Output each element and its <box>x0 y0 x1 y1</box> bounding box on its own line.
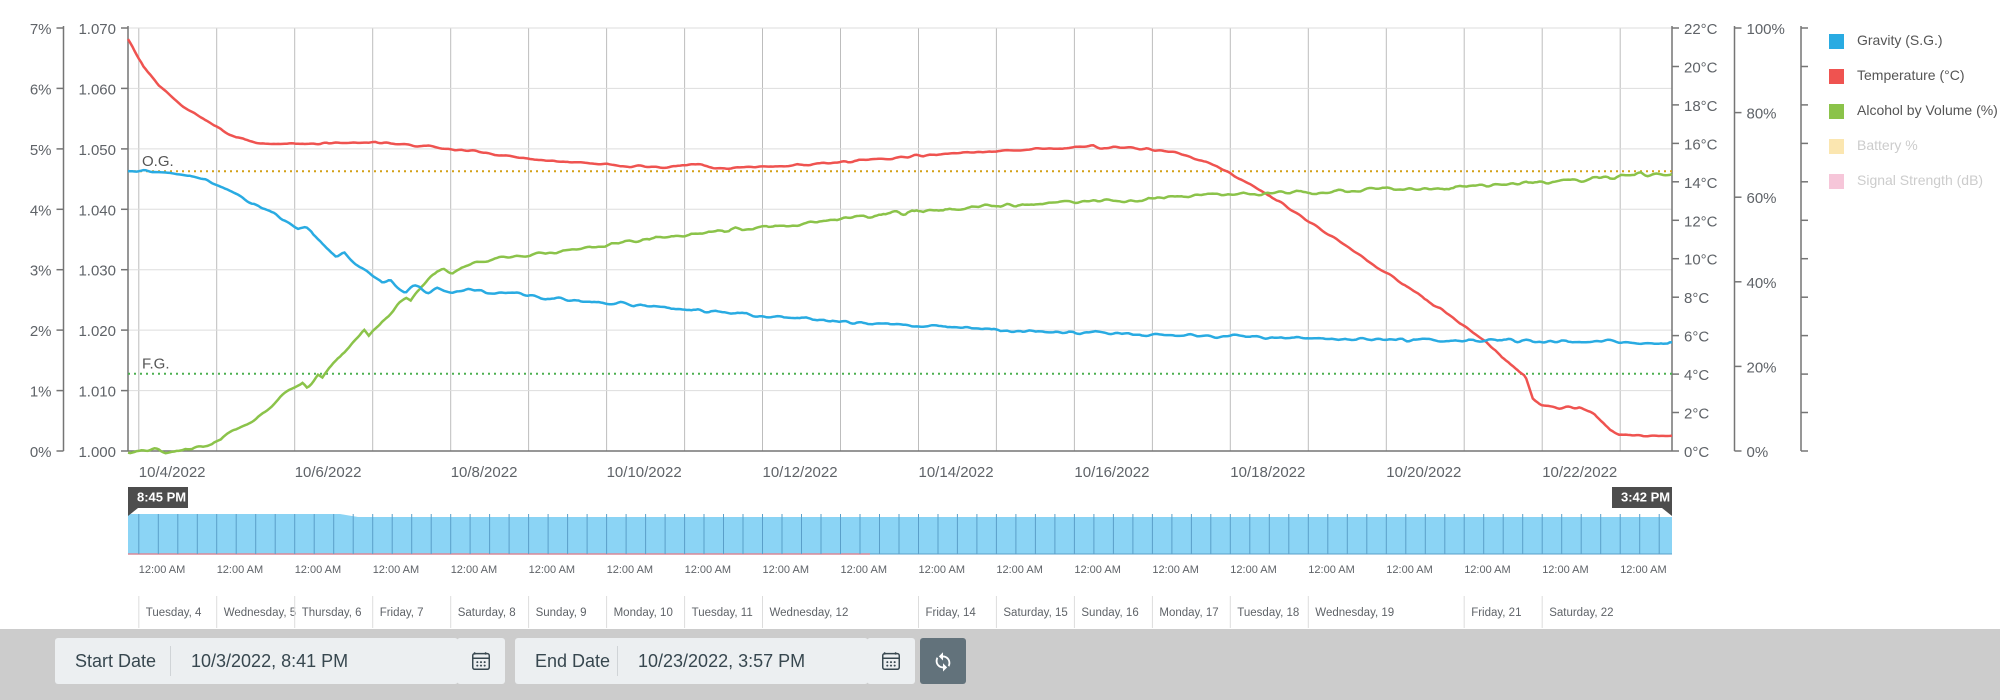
svg-text:Sunday, 16: Sunday, 16 <box>1081 607 1138 619</box>
svg-text:12:00 AM: 12:00 AM <box>217 564 263 576</box>
svg-text:12:00 AM: 12:00 AM <box>139 564 185 576</box>
svg-text:Wednesday, 19: Wednesday, 19 <box>1315 607 1394 619</box>
svg-text:12:00 AM: 12:00 AM <box>919 564 965 576</box>
svg-text:12:00 AM: 12:00 AM <box>685 564 731 576</box>
svg-text:Tuesday, 11: Tuesday, 11 <box>692 607 753 619</box>
svg-text:Thursday, 6: Thursday, 6 <box>302 607 362 619</box>
svg-text:Friday, 21: Friday, 21 <box>1471 607 1521 619</box>
svg-text:12:00 AM: 12:00 AM <box>1386 564 1432 576</box>
svg-text:Friday, 14: Friday, 14 <box>926 607 977 619</box>
svg-text:12:00 AM: 12:00 AM <box>1308 564 1354 576</box>
svg-text:Sunday, 9: Sunday, 9 <box>536 607 587 619</box>
svg-text:Monday, 17: Monday, 17 <box>1159 607 1218 619</box>
svg-text:Monday, 10: Monday, 10 <box>614 607 673 619</box>
svg-text:12:00 AM: 12:00 AM <box>529 564 575 576</box>
svg-text:Saturday, 15: Saturday, 15 <box>1003 607 1067 619</box>
svg-text:Friday, 7: Friday, 7 <box>380 607 424 619</box>
svg-text:Saturday, 8: Saturday, 8 <box>458 607 516 619</box>
svg-text:Wednesday, 5: Wednesday, 5 <box>224 607 296 619</box>
svg-text:12:00 AM: 12:00 AM <box>607 564 653 576</box>
svg-text:12:00 AM: 12:00 AM <box>996 564 1042 576</box>
svg-text:12:00 AM: 12:00 AM <box>373 564 419 576</box>
svg-text:12:00 AM: 12:00 AM <box>1542 564 1588 576</box>
svg-text:8:45 PM: 8:45 PM <box>137 490 186 505</box>
svg-text:Tuesday, 18: Tuesday, 18 <box>1237 607 1299 619</box>
svg-text:12:00 AM: 12:00 AM <box>841 564 887 576</box>
svg-text:12:00 AM: 12:00 AM <box>1464 564 1510 576</box>
svg-text:12:00 AM: 12:00 AM <box>295 564 341 576</box>
svg-text:12:00 AM: 12:00 AM <box>1152 564 1198 576</box>
svg-text:Wednesday, 12: Wednesday, 12 <box>770 607 849 619</box>
svg-text:12:00 AM: 12:00 AM <box>451 564 497 576</box>
svg-text:Saturday, 22: Saturday, 22 <box>1549 607 1613 619</box>
svg-text:Tuesday, 4: Tuesday, 4 <box>146 607 202 619</box>
svg-text:12:00 AM: 12:00 AM <box>1074 564 1120 576</box>
svg-text:3:42 PM: 3:42 PM <box>1621 490 1670 505</box>
svg-text:12:00 AM: 12:00 AM <box>1230 564 1276 576</box>
svg-text:12:00 AM: 12:00 AM <box>763 564 809 576</box>
svg-text:12:00 AM: 12:00 AM <box>1620 564 1666 576</box>
